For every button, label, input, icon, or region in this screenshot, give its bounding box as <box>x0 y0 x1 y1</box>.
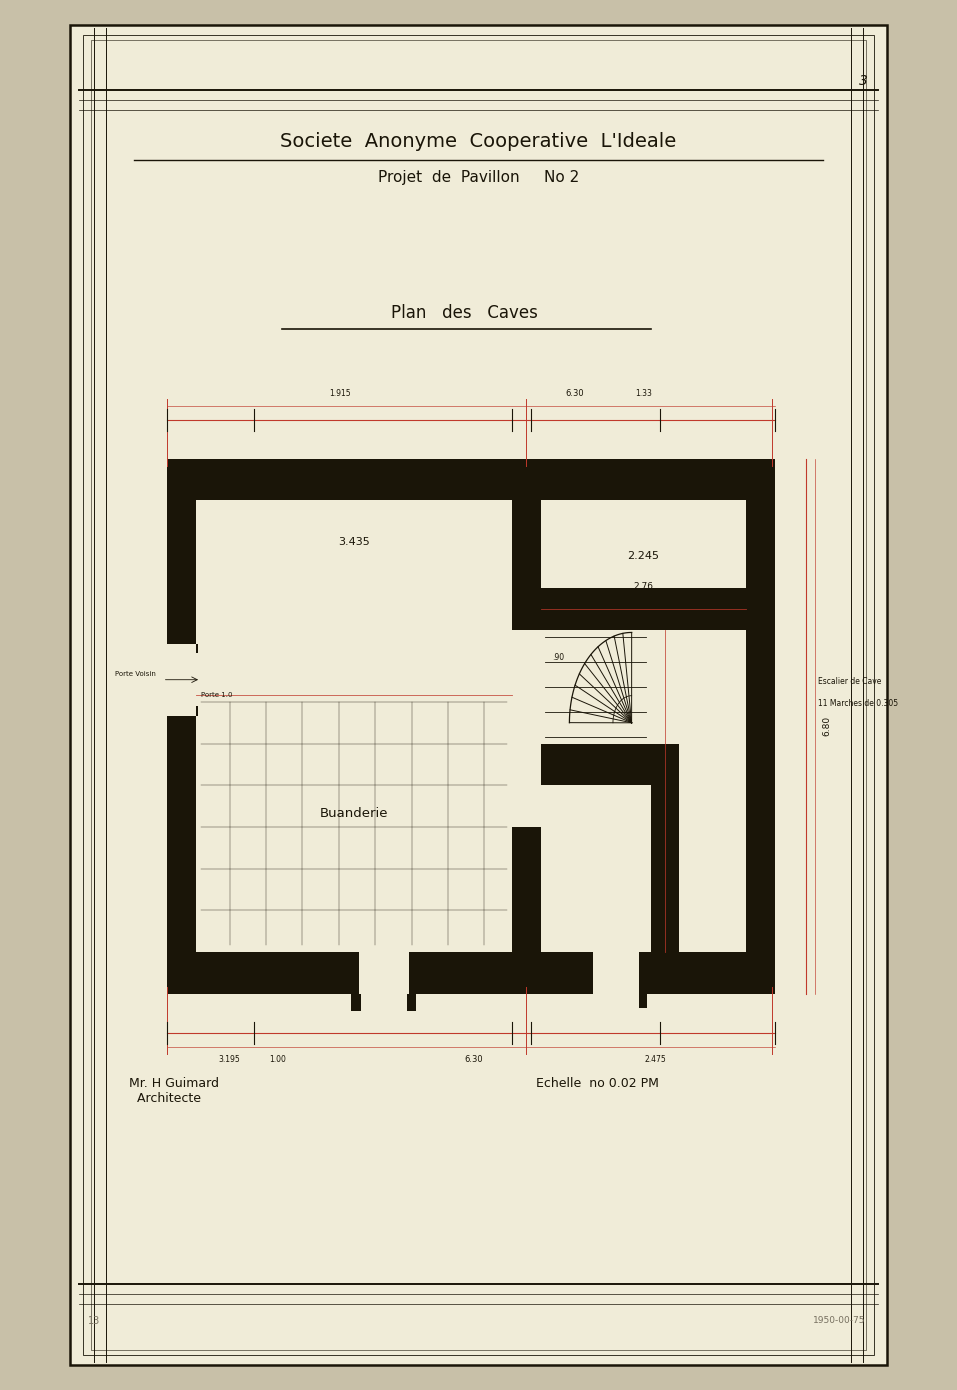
Text: Buanderie: Buanderie <box>320 806 389 820</box>
Bar <box>70 25 887 1365</box>
Text: Cave: Cave <box>628 614 659 628</box>
Text: Societe  Anonyme  Cooperative  L'Ideale: Societe Anonyme Cooperative L'Ideale <box>280 132 677 152</box>
Text: .90: .90 <box>552 653 565 662</box>
Bar <box>359 952 409 994</box>
Bar <box>593 952 639 994</box>
Bar <box>167 459 775 500</box>
Bar <box>83 35 874 1355</box>
Text: Mr. H Guimard
  Architecte: Mr. H Guimard Architecte <box>129 1077 219 1105</box>
Bar <box>651 744 679 952</box>
Text: 6.30: 6.30 <box>464 1055 483 1063</box>
Bar <box>185 644 198 653</box>
Text: Projet  de  Pavillon     No 2: Projet de Pavillon No 2 <box>378 171 579 185</box>
Text: 6.80: 6.80 <box>822 716 832 737</box>
Text: Porte 1.0: Porte 1.0 <box>201 692 233 698</box>
Text: 3.435: 3.435 <box>338 537 370 548</box>
Text: 1950-00-75: 1950-00-75 <box>813 1316 865 1325</box>
Text: 11 Marches de 0.305: 11 Marches de 0.305 <box>818 699 899 708</box>
Bar <box>541 744 651 785</box>
Bar <box>167 952 775 994</box>
Bar <box>351 972 361 1011</box>
Bar <box>167 644 196 716</box>
Bar <box>512 827 541 952</box>
Text: 1.915: 1.915 <box>329 389 350 398</box>
Text: Plan   des   Caves: Plan des Caves <box>390 304 538 321</box>
Bar <box>70 25 887 1365</box>
Text: Escalier de Cave: Escalier de Cave <box>818 677 881 685</box>
Text: 1.00: 1.00 <box>269 1055 286 1063</box>
Text: 3.195: 3.195 <box>219 1055 240 1063</box>
Text: 6.30: 6.30 <box>566 389 584 398</box>
Text: Porte Voisin: Porte Voisin <box>115 671 156 677</box>
Bar <box>91 40 866 1350</box>
Text: 3: 3 <box>858 74 868 88</box>
Bar <box>639 977 647 1008</box>
Text: Echelle  no 0.02 PM: Echelle no 0.02 PM <box>536 1077 658 1090</box>
Text: 2.475: 2.475 <box>645 1055 666 1063</box>
Bar <box>407 972 416 1011</box>
Text: 2.245: 2.245 <box>628 550 659 562</box>
Bar <box>185 706 198 716</box>
Text: 13: 13 <box>88 1315 100 1326</box>
Bar <box>541 588 746 630</box>
Bar <box>167 459 196 994</box>
Text: 1.33: 1.33 <box>635 389 652 398</box>
Bar <box>746 459 775 994</box>
Text: 2.76: 2.76 <box>634 582 654 591</box>
Bar <box>512 500 541 630</box>
